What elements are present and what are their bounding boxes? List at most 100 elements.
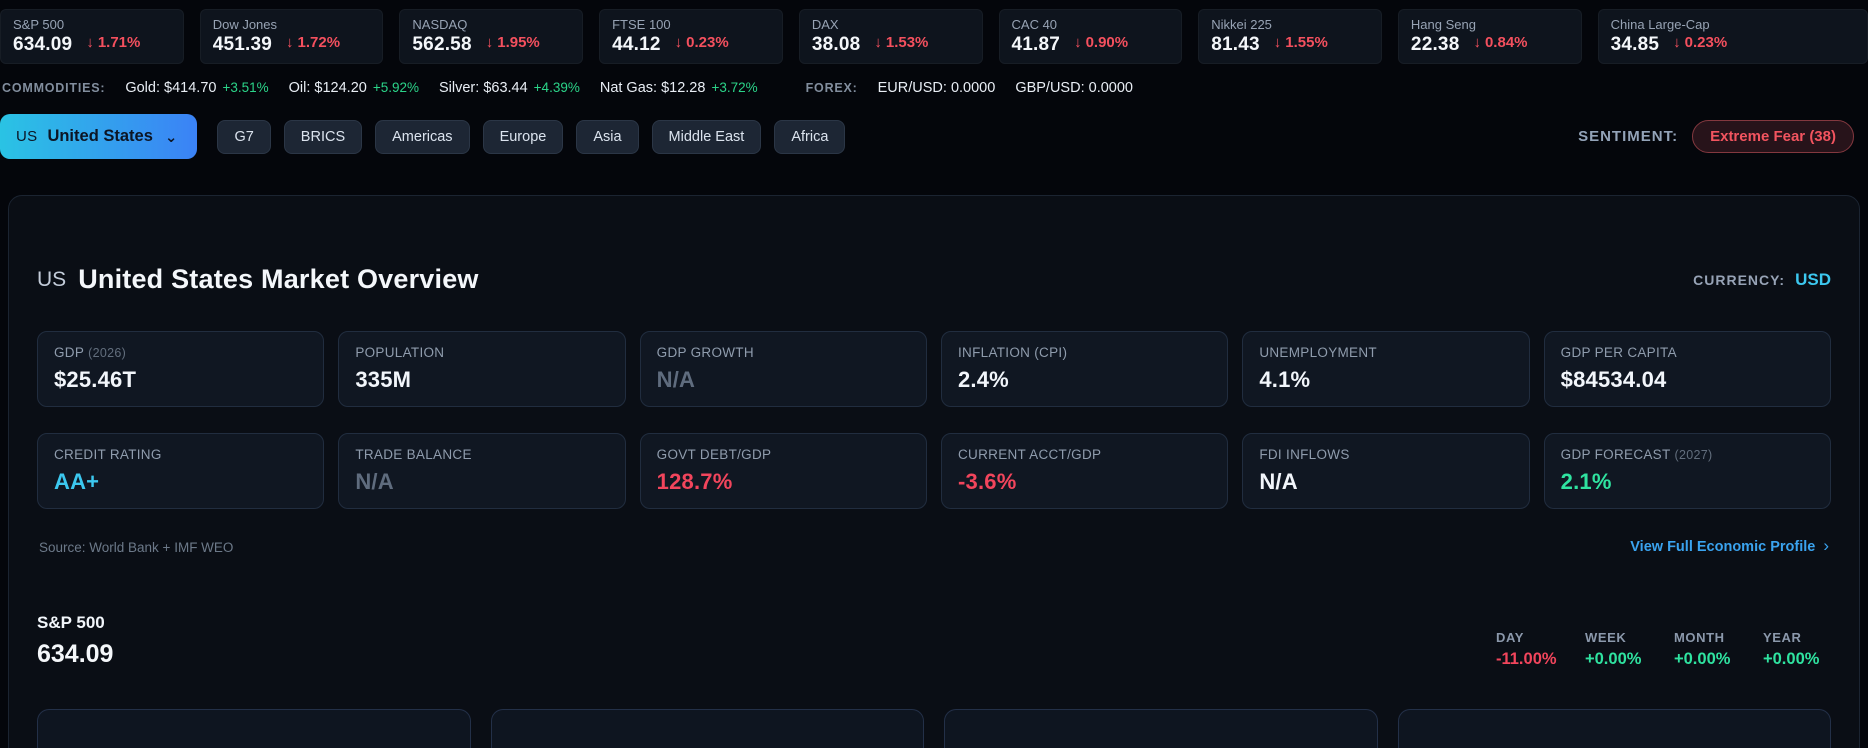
region-tab-africa[interactable]: Africa xyxy=(774,119,846,154)
commodity-natgas-change: +3.72% xyxy=(711,80,758,95)
ticker-card-dow-jones[interactable]: Dow Jones 451.39 ↓ 1.72% xyxy=(199,9,384,64)
stat-value: -3.6% xyxy=(958,469,1017,494)
down-arrow-icon: ↓ xyxy=(1673,33,1681,51)
stat-value: AA+ xyxy=(54,469,100,494)
sentiment-badge: Extreme Fear (38) xyxy=(1692,120,1854,153)
region-tab-americas[interactable]: Americas xyxy=(375,119,470,154)
currency-label: CURRENCY: xyxy=(1693,271,1786,288)
perf-col-week: WEEK +0.00% xyxy=(1585,630,1647,669)
economic-stats-grid: GDP (2026) $25.46T POPULATION 335M GDP GR… xyxy=(37,331,1831,509)
ticker-value: 34.85 xyxy=(1610,34,1660,55)
chevron-down-icon: ⌄ xyxy=(164,128,178,146)
ticker-change-pct: 0.23% xyxy=(686,33,729,51)
perf-label: YEAR xyxy=(1763,630,1802,645)
ticker-value: 41.87 xyxy=(1011,34,1061,55)
ticker-card-nasdaq[interactable]: NASDAQ 562.58 ↓ 1.95% xyxy=(399,9,584,64)
ticker-change-pct: 1.53% xyxy=(885,33,929,51)
ticker-name: China Large-Cap xyxy=(1610,17,1710,32)
ticker-value: 562.58 xyxy=(412,34,472,55)
ticker-value: 22.38 xyxy=(1410,34,1460,55)
stat-label: FDI INFLOWS xyxy=(1259,447,1350,462)
ticker-card-nikkei225[interactable]: Nikkei 225 81.43 ↓ 1.55% xyxy=(1198,9,1382,64)
ticker-value: 44.12 xyxy=(612,34,661,55)
ticker-change-pct: 1.71% xyxy=(97,33,141,51)
ticker-change: ↓ 0.90% xyxy=(1074,34,1128,51)
stat-label-suffix: (2027) xyxy=(1674,448,1713,462)
stat-label: UNEMPLOYMENT xyxy=(1259,345,1377,360)
down-arrow-icon: ↓ xyxy=(874,33,882,51)
stat-card-population: POPULATION 335M xyxy=(338,331,626,407)
stat-card-govt-debt: GOVT DEBT/GDP 128.7% xyxy=(639,433,927,509)
stat-card-gdp-per-capita: GDP PER CAPITA $84534.04 xyxy=(1543,331,1831,407)
stat-label: GDP GROWTH xyxy=(656,345,754,360)
perf-label: WEEK xyxy=(1585,630,1627,645)
currency-value[interactable]: USD xyxy=(1795,269,1831,289)
ticker-card-ftse100[interactable]: FTSE 100 44.12 ↓ 0.23% xyxy=(599,9,783,64)
ticker-card-hang-seng[interactable]: Hang Seng 22.38 ↓ 0.84% xyxy=(1397,9,1582,64)
commodity-gold: Gold: $414.70 +3.51% xyxy=(125,80,269,96)
stat-value: $84534.04 xyxy=(1560,367,1667,392)
ticker-change-pct: 1.55% xyxy=(1285,33,1328,51)
ticker-name: Nikkei 225 xyxy=(1211,17,1272,32)
commodity-silver-change: +4.39% xyxy=(533,80,580,95)
commodity-oil-change: +5.92% xyxy=(372,80,419,95)
country-flag-code: US xyxy=(37,267,67,291)
sentiment-indicator: SENTIMENT: Extreme Fear (38) xyxy=(1578,120,1854,153)
ticker-change: ↓ 1.55% xyxy=(1274,34,1328,51)
ticker-name: NASDAQ xyxy=(412,17,468,32)
region-tab-middle-east[interactable]: Middle East xyxy=(651,119,762,154)
ticker-card-cac40[interactable]: CAC 40 41.87 ↓ 0.90% xyxy=(998,9,1183,64)
stat-card-credit-rating: CREDIT RATING AA+ xyxy=(37,433,325,509)
region-tabs: G7 BRICS Americas Europe Asia Middle Eas… xyxy=(217,119,846,154)
ticker-card-china-large-cap[interactable]: China Large-Cap 34.85 ↓ 0.23% xyxy=(1597,9,1868,64)
country-selector-dropdown[interactable]: US United States ⌄ xyxy=(0,114,198,159)
panel-header: US United States Market Overview CURRENC… xyxy=(37,264,1831,295)
stat-value: 4.1% xyxy=(1259,367,1311,392)
stat-label: TRADE BALANCE xyxy=(355,447,472,462)
country-name: United States xyxy=(47,127,153,145)
ticker-change: ↓ 1.53% xyxy=(874,34,928,51)
stat-value: 335M xyxy=(355,367,412,392)
region-tab-g7[interactable]: G7 xyxy=(217,119,271,154)
preview-card xyxy=(37,709,471,748)
down-arrow-icon: ↓ xyxy=(1473,33,1481,51)
ticker-name: Hang Seng xyxy=(1410,17,1476,32)
ticker-change-pct: 1.72% xyxy=(297,33,341,51)
stat-card-gdp-forecast: GDP FORECAST (2027) 2.1% xyxy=(1543,433,1831,509)
ticker-change: ↓ 1.95% xyxy=(486,34,540,51)
market-ticker-strip: S&P 500 634.09 ↓ 1.71% Dow Jones 451.39 ↓… xyxy=(0,0,1868,64)
stat-value: $25.46T xyxy=(54,367,137,392)
stat-value: N/A xyxy=(355,469,394,494)
stat-card-trade-balance: TRADE BALANCE N/A xyxy=(338,433,626,509)
commodity-silver: Silver: $63.44 +4.39% xyxy=(439,80,580,96)
performance-grid: DAY -11.00% WEEK +0.00% MONTH +0.00% YEA… xyxy=(1496,630,1831,669)
ticker-value: 634.09 xyxy=(13,34,73,55)
ticker-name: DAX xyxy=(811,17,839,32)
view-full-economic-profile-link[interactable]: View Full Economic Profile › xyxy=(1630,536,1829,555)
ticker-value: 451.39 xyxy=(212,34,273,55)
stat-value: 2.4% xyxy=(958,367,1009,392)
ticker-card-sp500[interactable]: S&P 500 634.09 ↓ 1.71% xyxy=(0,9,184,64)
stat-label: GDP PER CAPITA xyxy=(1560,345,1677,360)
stat-label: GOVT DEBT/GDP xyxy=(656,447,772,462)
stat-card-inflation: INFLATION (CPI) 2.4% xyxy=(941,331,1229,407)
stat-value: N/A xyxy=(1259,469,1298,494)
page-title: United States Market Overview xyxy=(78,264,479,294)
sentiment-label: SENTIMENT: xyxy=(1578,128,1679,145)
ticker-card-dax[interactable]: DAX 38.08 ↓ 1.53% xyxy=(798,9,983,64)
stat-value: N/A xyxy=(656,367,696,392)
preview-card xyxy=(490,709,924,748)
region-tab-europe[interactable]: Europe xyxy=(482,119,564,154)
region-tab-asia[interactable]: Asia xyxy=(576,119,639,154)
perf-col-year: YEAR +0.00% xyxy=(1763,630,1825,669)
chevron-right-icon: › xyxy=(1823,536,1829,555)
region-tab-brics[interactable]: BRICS xyxy=(283,119,363,154)
stat-card-unemployment: UNEMPLOYMENT 4.1% xyxy=(1242,331,1530,407)
stat-label: GDP FORECAST xyxy=(1560,447,1671,462)
commodity-gold-change: +3.51% xyxy=(222,80,269,95)
ticker-name: S&P 500 xyxy=(13,17,65,32)
perf-value: +0.00% xyxy=(1585,650,1642,668)
down-arrow-icon: ↓ xyxy=(485,33,494,51)
ticker-name: CAC 40 xyxy=(1011,17,1058,32)
index-name: S&P 500 xyxy=(37,613,105,632)
